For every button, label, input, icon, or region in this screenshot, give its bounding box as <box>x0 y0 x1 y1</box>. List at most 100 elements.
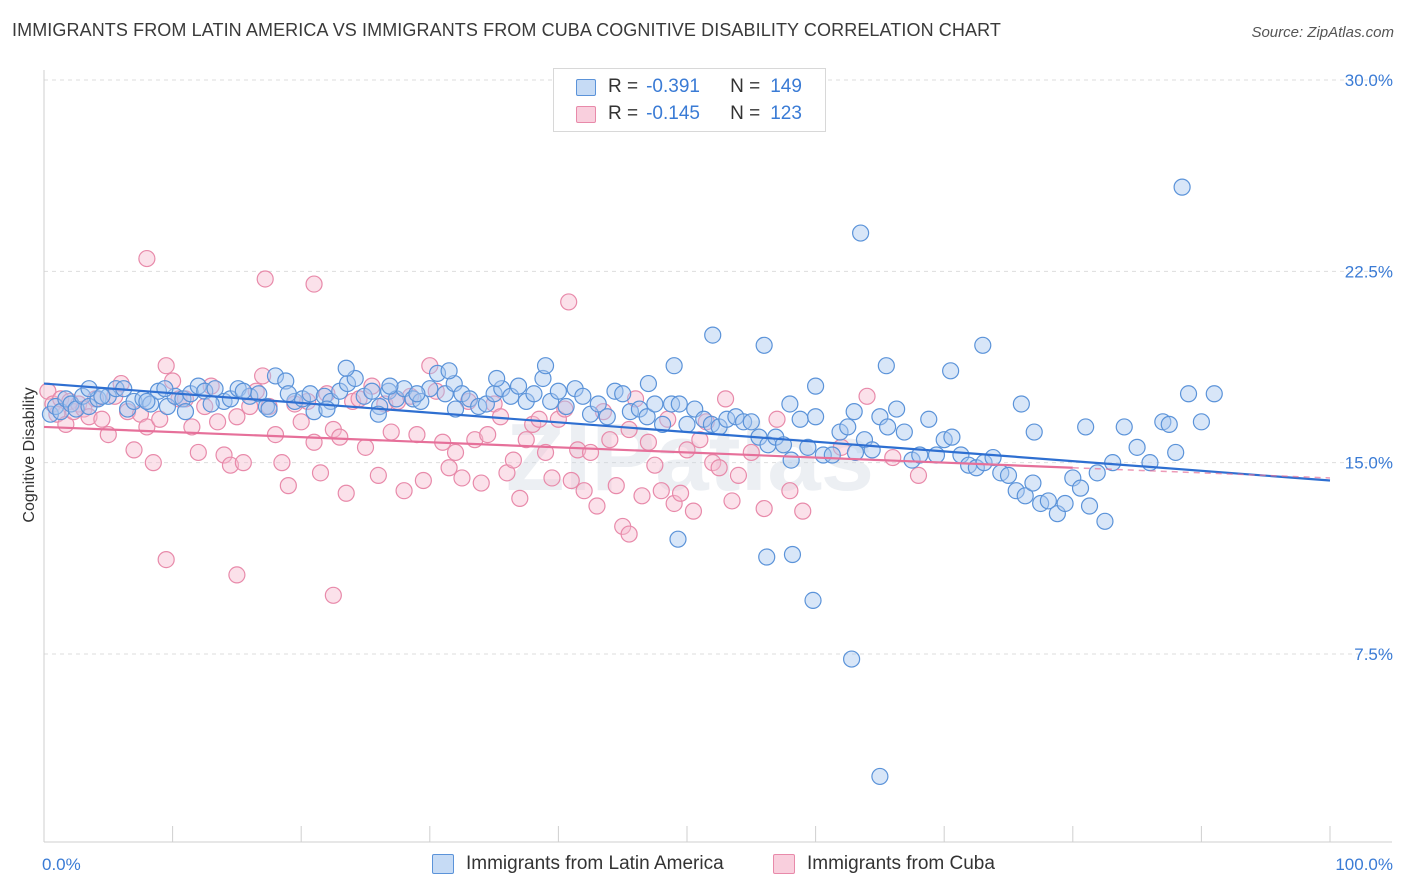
cuba-point <box>440 459 458 477</box>
cuba-point <box>562 471 580 490</box>
cuba-trend-line <box>43 425 1073 469</box>
cuba-point <box>639 433 658 451</box>
cuba-point <box>234 454 252 472</box>
latin-america-point <box>843 650 861 668</box>
x-tick-label: 0.0% <box>42 855 81 874</box>
cuba-point <box>652 482 670 500</box>
cuba-point <box>511 489 529 507</box>
cuba-point <box>256 270 274 288</box>
latin-america-point <box>665 357 683 375</box>
cuba-point <box>723 492 741 510</box>
cuba-point <box>504 451 522 469</box>
cuba-point <box>292 413 310 431</box>
legend-n-value: 149 <box>770 76 802 97</box>
latin-america-point <box>381 377 399 395</box>
cuba-point <box>665 494 683 513</box>
latin-america-point <box>638 408 656 426</box>
latin-america-point <box>1039 492 1057 510</box>
latin-america-point <box>277 372 295 390</box>
cuba-point <box>414 471 432 490</box>
latin-america-point <box>80 380 98 398</box>
latin-america-point <box>782 451 800 469</box>
bottom-legend-latin-america: Immigrants from Latin America <box>432 851 724 877</box>
latin-america-point <box>257 397 276 416</box>
latin-america-point <box>806 377 825 395</box>
latin-america-point <box>93 387 111 405</box>
cuba-point <box>884 448 902 467</box>
gridlines <box>44 79 1392 655</box>
latin-america-point <box>301 385 319 403</box>
cuba-point <box>691 431 709 449</box>
cuba-point <box>729 466 748 485</box>
legend-r-label: R = <box>608 103 639 124</box>
latin-america-point <box>1025 423 1043 441</box>
cuba-point <box>536 443 555 462</box>
latin-america-point <box>943 428 961 446</box>
legend-row-cuba: R = -0.145 N = 123 <box>576 101 802 127</box>
latin-america-point <box>202 395 220 413</box>
latin-america-point <box>669 530 687 548</box>
latin-america-point <box>1007 482 1025 500</box>
y-tick-label: 22.5% <box>1345 262 1393 281</box>
latin-america-point <box>488 369 506 388</box>
latin-america-point <box>440 362 458 380</box>
latin-america-point <box>156 380 174 398</box>
cuba-point <box>858 387 876 405</box>
cuba-point <box>228 408 246 426</box>
latin-america-point <box>920 410 938 428</box>
latin-america-point <box>1128 438 1146 456</box>
bottom-legend-swatch-pink <box>773 854 795 874</box>
series-cuba-points <box>39 249 928 604</box>
latin-america-point <box>670 395 688 413</box>
latin-america-point <box>614 385 632 403</box>
latin-america-point <box>888 400 906 418</box>
latin-america-point <box>1024 474 1042 492</box>
cuba-point <box>678 441 696 459</box>
latin-america-point <box>877 357 895 375</box>
latin-america-point <box>774 436 793 454</box>
latin-america-point <box>1205 385 1223 403</box>
cuba-point <box>408 425 426 444</box>
latin-america-point <box>408 385 426 403</box>
cuba-point <box>209 413 227 431</box>
cuba-point <box>909 466 928 485</box>
cuba-point <box>646 456 664 474</box>
latin-america-point <box>863 441 881 459</box>
cuba-point <box>716 390 735 408</box>
latin-america-point <box>639 374 658 393</box>
latin-america-point <box>1160 415 1178 433</box>
latin-america-point <box>1016 487 1034 505</box>
legend-r-value: -0.145 <box>646 103 700 124</box>
bottom-legend-label: Immigrants from Cuba <box>807 853 995 874</box>
cuba-point <box>575 482 593 500</box>
latin-america-point <box>1096 512 1114 530</box>
cuba-point <box>620 525 638 543</box>
y-tick-label: 15.0% <box>1345 454 1393 473</box>
legend-n-label: N = <box>730 103 761 124</box>
cuba-point <box>189 443 207 462</box>
latin-america-point <box>781 395 799 413</box>
latin-america-point <box>895 423 913 441</box>
latin-america-point <box>176 403 195 421</box>
cuba-point <box>125 441 143 459</box>
bottom-legend-cuba: Immigrants from Cuba <box>773 851 995 877</box>
y-axis-title: Cognitive Disability <box>21 387 38 522</box>
cuba-point <box>279 477 297 495</box>
latin-america-point <box>1192 413 1211 431</box>
cuba-point <box>369 466 387 485</box>
cuba-point <box>569 441 587 459</box>
latin-america-point <box>839 418 857 436</box>
legend-r-value: -0.391 <box>646 76 700 97</box>
legend-swatch-pink <box>576 105 596 123</box>
latin-america-point <box>337 359 355 377</box>
cuba-point <box>671 484 690 502</box>
legend-swatch-blue <box>576 78 596 96</box>
cuba-point <box>395 482 413 500</box>
latin-america-point <box>783 545 802 564</box>
latin-america-point <box>525 385 543 403</box>
cuba-point <box>228 566 246 584</box>
cuba-point <box>183 418 201 436</box>
cuba-point <box>588 497 606 515</box>
latin-america-point <box>799 438 817 456</box>
cuba-point <box>305 275 323 293</box>
